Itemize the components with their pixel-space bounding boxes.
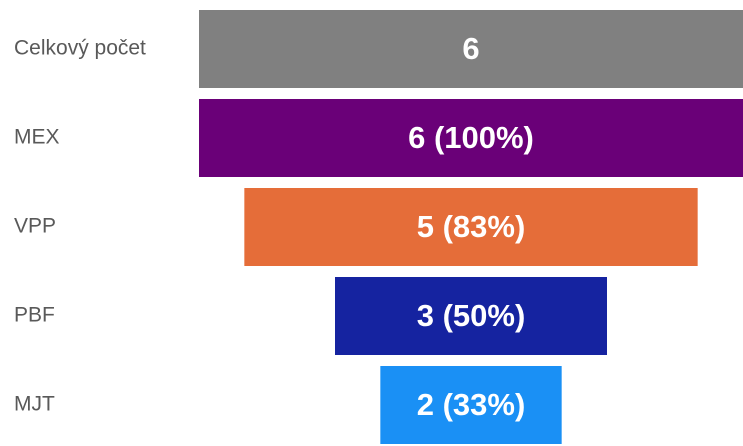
funnel-bar [199,10,743,88]
funnel-bar [199,99,743,177]
funnel-bar [380,366,562,444]
value-label: 3 (50%) [417,298,526,333]
funnel-bar [244,188,698,266]
category-label: PBF [14,304,55,327]
category-label: MEX [14,126,60,149]
category-label: MJT [14,393,55,416]
funnel-bar [335,277,607,355]
value-label: 5 (83%) [417,209,526,244]
category-label: Celkový počet [14,37,146,60]
category-label: VPP [14,215,56,238]
value-label: 2 (33%) [417,387,526,422]
value-label: 6 [462,31,479,66]
value-label: 6 (100%) [408,120,534,155]
